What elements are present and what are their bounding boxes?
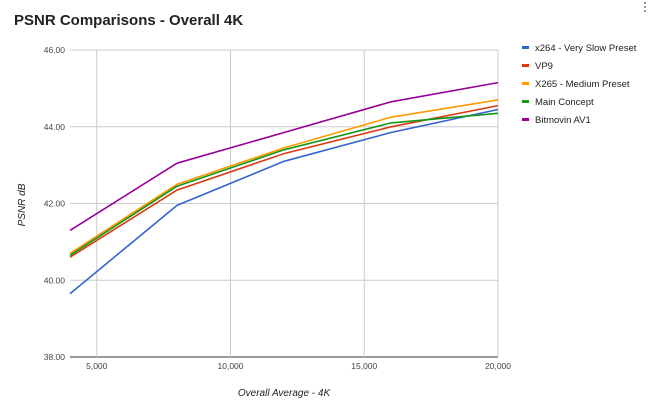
legend-item[interactable]: VP9	[522, 58, 656, 76]
legend-item[interactable]: X265 - Medium Preset	[522, 76, 656, 94]
x-axis-ticks: 5,000 10,000 15,000 20,000	[86, 361, 511, 371]
legend-swatch	[522, 45, 529, 49]
series-lines	[69, 81, 499, 295]
y-tick-label: 40.00	[44, 275, 66, 285]
chart-legend: x264 - Very Slow Preset VP9 X265 - Medium …	[522, 40, 656, 130]
legend-swatch	[522, 63, 529, 67]
y-tick-label: 46.00	[44, 45, 66, 55]
series-line-4[interactable]	[69, 81, 499, 232]
legend-swatch	[522, 117, 529, 121]
series-line-1[interactable]	[69, 104, 499, 258]
series-line-2[interactable]	[69, 99, 499, 255]
x-axis-label: Overall Average - 4K	[238, 388, 332, 399]
y-tick-label: 38.00	[44, 352, 66, 362]
gridlines	[70, 49, 499, 358]
legend-item[interactable]: Bitmovin AV1	[522, 112, 656, 130]
x-tick-label: 15,000	[351, 361, 377, 371]
legend-item[interactable]: x264 - Very Slow Preset	[522, 40, 656, 58]
x-tick-label: 20,000	[485, 361, 511, 371]
series-line-0[interactable]	[69, 108, 499, 295]
legend-label: Bitmovin AV1	[535, 115, 591, 126]
legend-swatch	[522, 81, 529, 85]
legend-label: VP9	[535, 61, 553, 72]
legend-label: X265 - Medium Preset	[535, 79, 630, 90]
kebab-menu-icon[interactable]	[638, 0, 652, 16]
x-tick-label: 10,000	[218, 361, 244, 371]
x-tick-label: 5,000	[86, 361, 108, 371]
legend-label: x264 - Very Slow Preset	[535, 43, 637, 54]
legend-label: Main Concept	[535, 97, 594, 108]
y-tick-label: 42.00	[44, 199, 66, 209]
y-axis-label: PSNR dB	[17, 183, 28, 226]
y-tick-label: 44.00	[44, 122, 66, 132]
legend-swatch	[522, 99, 529, 103]
series-line-3[interactable]	[69, 112, 499, 256]
chart-title: PSNR Comparisons - Overall 4K	[14, 12, 244, 29]
y-axis-ticks: 38.00 40.00 42.00 44.00 46.00	[44, 45, 66, 362]
legend-item[interactable]: Main Concept	[522, 94, 656, 112]
